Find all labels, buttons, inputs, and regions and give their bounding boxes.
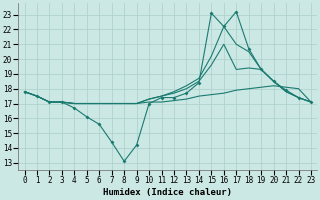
X-axis label: Humidex (Indice chaleur): Humidex (Indice chaleur) <box>103 188 232 197</box>
